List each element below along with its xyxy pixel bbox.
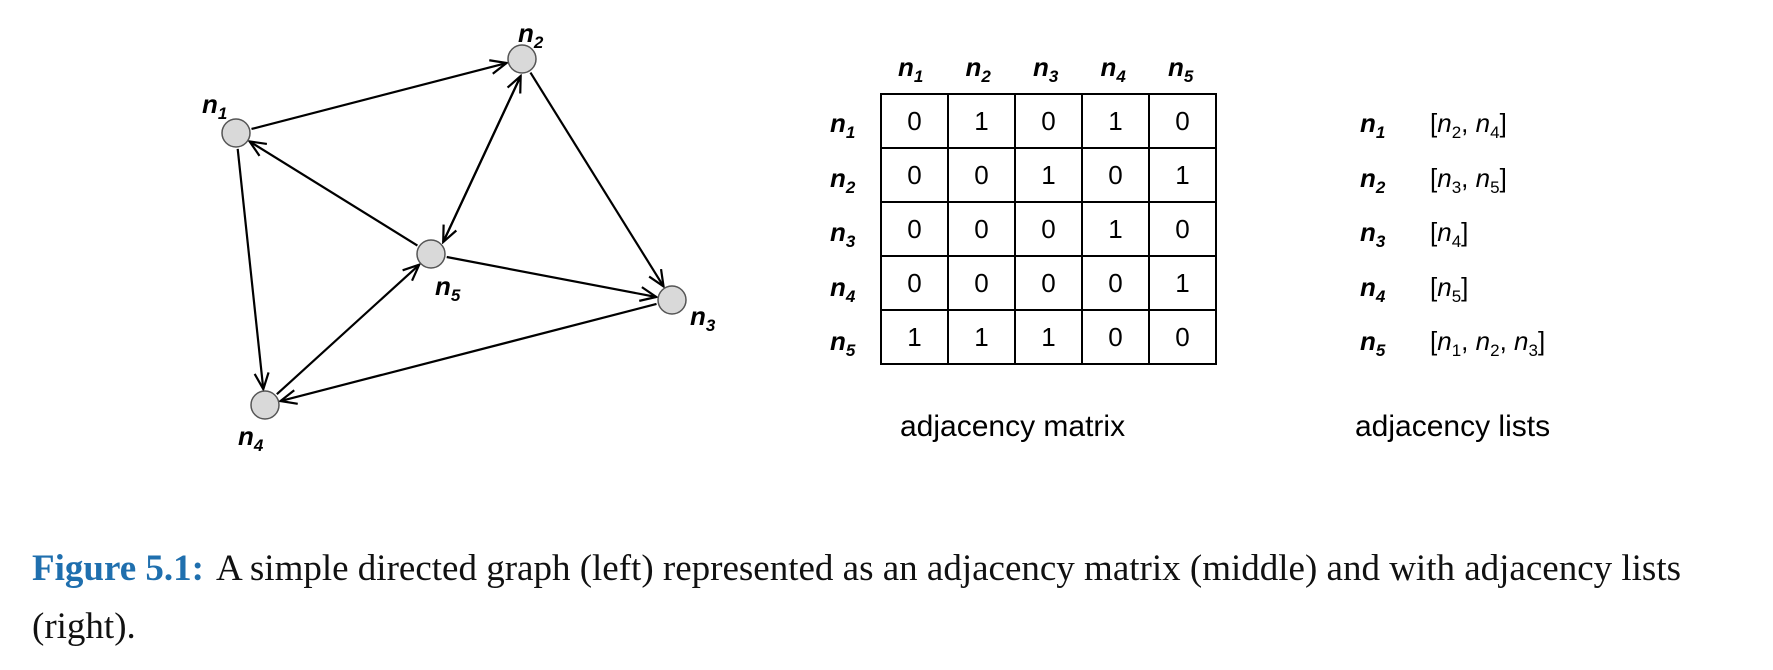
lists-caption: adjacency lists: [1355, 410, 1551, 443]
matrix-cell: 0: [880, 201, 949, 257]
matrix-caption: adjacency matrix: [900, 410, 1126, 443]
matrix-col-header: n2: [965, 52, 991, 86]
matrix-cell: 0: [1081, 147, 1150, 203]
matrix-cell: 0: [1014, 255, 1083, 311]
matrix-cell: 1: [1148, 255, 1217, 311]
list-node-label: n2: [1360, 162, 1386, 197]
node-label-n5: n5: [435, 271, 461, 305]
matrix-col-header: n5: [1168, 52, 1194, 86]
matrix-row-header: n1: [830, 108, 856, 142]
matrix-row-header: n3: [830, 217, 856, 251]
figure-caption-text: A simple directed graph (left) represent…: [32, 548, 1682, 647]
edge-n1-n2: [251, 63, 506, 131]
node-label-n2: n2: [518, 18, 544, 52]
edge-n3-n4: [280, 302, 657, 401]
node-n4: [250, 390, 280, 420]
list-node-label: n3: [1360, 217, 1386, 251]
node-n1: [221, 118, 251, 148]
list-targets: [n4]: [1430, 217, 1469, 251]
matrix-row-header: n4: [830, 271, 856, 306]
matrix-cell: 1: [880, 309, 949, 365]
matrix-col-header: n3: [1033, 52, 1059, 86]
matrix-col-header: n4: [1100, 52, 1126, 86]
matrix-row-header: n2: [830, 162, 856, 197]
matrix-cell: 0: [880, 255, 949, 311]
matrix-cell: 0: [880, 147, 949, 203]
graph-edges: [236, 63, 664, 401]
list-targets: [n1, n2, n3]: [1430, 326, 1546, 360]
node-label-n4: n4: [238, 421, 264, 455]
matrix-cell: 1: [947, 93, 1016, 149]
figure-label: Figure 5.1:: [32, 548, 204, 589]
node-n2: [507, 44, 537, 74]
list-node-label: n1: [1360, 108, 1386, 142]
matrix-cell: 1: [1081, 201, 1150, 257]
list-node-label: n5: [1360, 326, 1386, 360]
matrix-cell: 1: [1148, 147, 1217, 203]
matrix-cell: 0: [1081, 309, 1150, 365]
matrix-cell: 0: [1148, 93, 1217, 149]
edge-n4-n5: [276, 265, 419, 396]
matrix-col-header: n1: [898, 52, 924, 86]
matrix-cell: 1: [1014, 309, 1083, 365]
matrix-cell: 0: [880, 93, 949, 149]
matrix-cell: 0: [1081, 255, 1150, 311]
graph-nodes: n1 n2 n3 n4 n5: [202, 18, 716, 455]
edge-n5-n2: [442, 76, 520, 243]
matrix-cell: 0: [947, 201, 1016, 257]
figure-caption: Figure 5.1: A simple directed graph (left…: [32, 540, 1752, 656]
list-node-label: n4: [1360, 271, 1386, 306]
node-n3: [657, 285, 687, 315]
matrix-row-header: n5: [830, 326, 856, 360]
matrix-cell: 0: [947, 147, 1016, 203]
matrix-cell: 0: [1148, 201, 1217, 257]
node-label-n3: n3: [690, 301, 716, 335]
matrix-cell: 0: [947, 255, 1016, 311]
matrix-cell: 1: [1014, 147, 1083, 203]
node-n5: [416, 239, 446, 269]
matrix-cell: 0: [1148, 309, 1217, 365]
matrix-cell: 1: [947, 309, 1016, 365]
list-targets: [n3, n5]: [1430, 162, 1507, 197]
edge-n5-n1: [250, 141, 418, 247]
matrix-cell: 0: [1014, 201, 1083, 257]
list-targets: [n2, n4]: [1430, 108, 1507, 142]
edge-n1-n4: [236, 148, 264, 389]
matrix-cell: 1: [1081, 93, 1150, 149]
directed-graph: n1 n2 n3 n4 n5: [202, 18, 716, 455]
list-targets: [n5]: [1430, 271, 1469, 306]
edge-n2-n3: [529, 72, 663, 287]
matrix-cell: 0: [1014, 93, 1083, 149]
edge-n5-n3: [446, 255, 657, 297]
node-label-n1: n1: [202, 89, 227, 123]
